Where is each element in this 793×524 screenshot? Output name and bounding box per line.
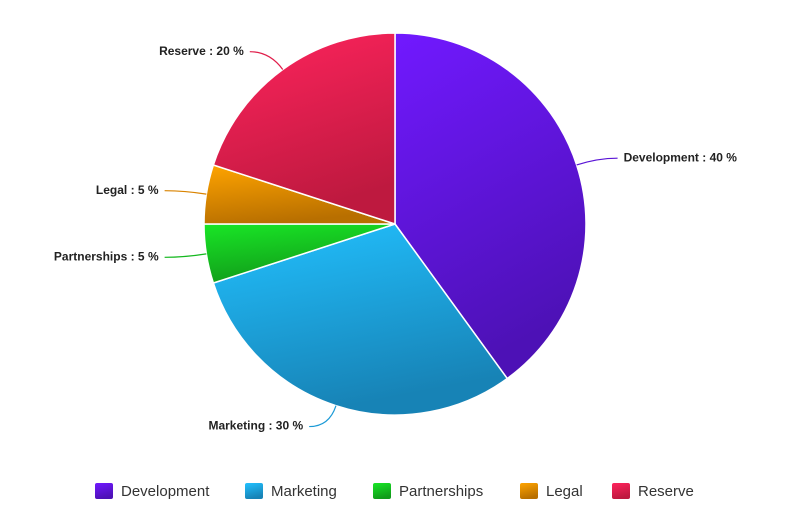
pie-slice — [212, 223, 509, 416]
leader-line — [164, 190, 207, 195]
data-label: Reserve : 20 % — [159, 44, 244, 58]
legend-swatch — [245, 483, 263, 499]
data-label: Marketing : 30 % — [208, 419, 303, 433]
legend-label: Partnerships — [399, 483, 483, 500]
leader-line — [164, 253, 207, 258]
legend-swatch — [612, 483, 630, 499]
legend-swatch — [95, 483, 113, 499]
data-label: Development : 40 % — [624, 150, 738, 164]
leader-line — [249, 51, 284, 70]
legend-label: Development — [121, 483, 210, 500]
data-label: Partnerships : 5 % — [54, 249, 159, 263]
legend-label: Reserve — [638, 483, 694, 500]
legend-swatch — [520, 483, 538, 499]
pie-slice — [212, 32, 396, 226]
leader-line — [576, 157, 618, 166]
leader-line — [309, 405, 337, 428]
legend-label: Marketing — [271, 483, 337, 500]
legend-swatch — [373, 483, 391, 499]
pie-slice — [394, 32, 587, 380]
data-label: Legal : 5 % — [96, 183, 159, 197]
legend-label: Legal — [546, 483, 583, 500]
